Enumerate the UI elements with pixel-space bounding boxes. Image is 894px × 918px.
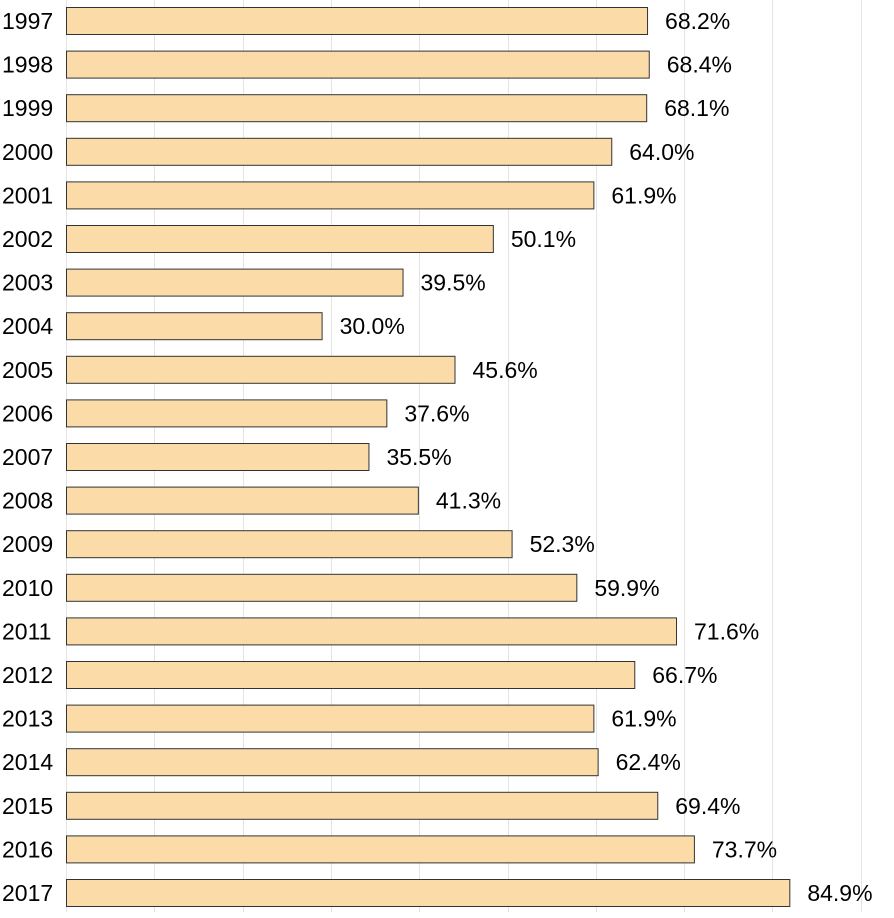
category-label-2012: 2012	[2, 662, 53, 688]
category-label-2015: 2015	[2, 793, 53, 819]
bar-2002	[66, 225, 494, 253]
bar-2009	[66, 530, 513, 559]
value-label-2003: 39.5%	[421, 270, 486, 296]
category-label-2011: 2011	[2, 618, 51, 644]
category-label-2000: 2000	[2, 139, 53, 165]
category-label-1997: 1997	[2, 8, 53, 34]
bar-2001	[66, 181, 595, 210]
value-label-2001: 61.9%	[611, 182, 676, 208]
bar-1997	[66, 7, 649, 35]
value-label-2009: 52.3%	[530, 531, 595, 557]
bar-2012	[66, 661, 636, 689]
bar-2003	[66, 268, 404, 297]
bar-2010	[66, 573, 578, 602]
value-label-2000: 64.0%	[629, 139, 694, 165]
value-label-1997: 68.2%	[665, 8, 730, 34]
bar-2008	[66, 486, 419, 515]
value-label-2013: 61.9%	[611, 706, 676, 732]
bar-2015	[66, 791, 659, 820]
value-label-2008: 41.3%	[436, 488, 501, 514]
bar-2005	[66, 355, 456, 384]
value-label-2004: 30.0%	[340, 313, 405, 339]
bar-2007	[66, 443, 370, 471]
value-label-2006: 37.6%	[404, 400, 469, 426]
category-labels: 1997 1998 1999 2000 2001 2002 2003 2004 2005 2006…	[2, 8, 53, 906]
value-label-1999: 68.1%	[664, 95, 729, 121]
value-label-2002: 50.1%	[511, 226, 576, 252]
bar-1998	[66, 50, 650, 79]
value-label-1998: 68.4%	[667, 52, 732, 78]
bar-1999	[66, 94, 648, 123]
bar-2011	[66, 617, 678, 646]
bar-2004	[66, 312, 323, 341]
category-label-2016: 2016	[2, 836, 53, 862]
category-label-2002: 2002	[2, 226, 53, 252]
bars	[66, 7, 791, 907]
value-label-2010: 59.9%	[594, 575, 659, 601]
category-label-2017: 2017	[2, 880, 53, 906]
value-label-2016: 73.7%	[712, 836, 777, 862]
bar-2006	[66, 399, 388, 428]
bar-2016	[66, 835, 695, 864]
bar-2017	[66, 879, 791, 907]
value-label-2014: 62.4%	[616, 749, 681, 775]
value-labels: 68.2% 68.4% 68.1% 64.0% 61.9% 50.1% 39.5% 30.0%…	[340, 8, 873, 906]
category-label-2007: 2007	[2, 444, 53, 470]
category-label-1998: 1998	[2, 52, 53, 78]
category-label-2005: 2005	[2, 357, 53, 383]
category-label-2004: 2004	[2, 313, 53, 339]
bar-2013	[66, 704, 595, 733]
value-label-2017: 84.9%	[807, 880, 872, 906]
category-label-2003: 2003	[2, 270, 53, 296]
value-label-2007: 35.5%	[386, 444, 451, 470]
category-label-1999: 1999	[2, 95, 53, 121]
category-label-2008: 2008	[2, 488, 53, 514]
value-label-2005: 45.6%	[473, 357, 538, 383]
category-label-2013: 2013	[2, 706, 53, 732]
value-label-2011: 71.6%	[694, 618, 759, 644]
value-label-2012: 66.7%	[652, 662, 717, 688]
bar-2014	[66, 748, 599, 777]
category-label-2006: 2006	[2, 400, 53, 426]
bar-2000	[66, 137, 613, 166]
value-label-2015: 69.4%	[675, 793, 740, 819]
category-label-2009: 2009	[2, 531, 53, 557]
category-label-2010: 2010	[2, 575, 53, 601]
category-label-2014: 2014	[2, 749, 53, 775]
category-label-2001: 2001	[2, 182, 53, 208]
